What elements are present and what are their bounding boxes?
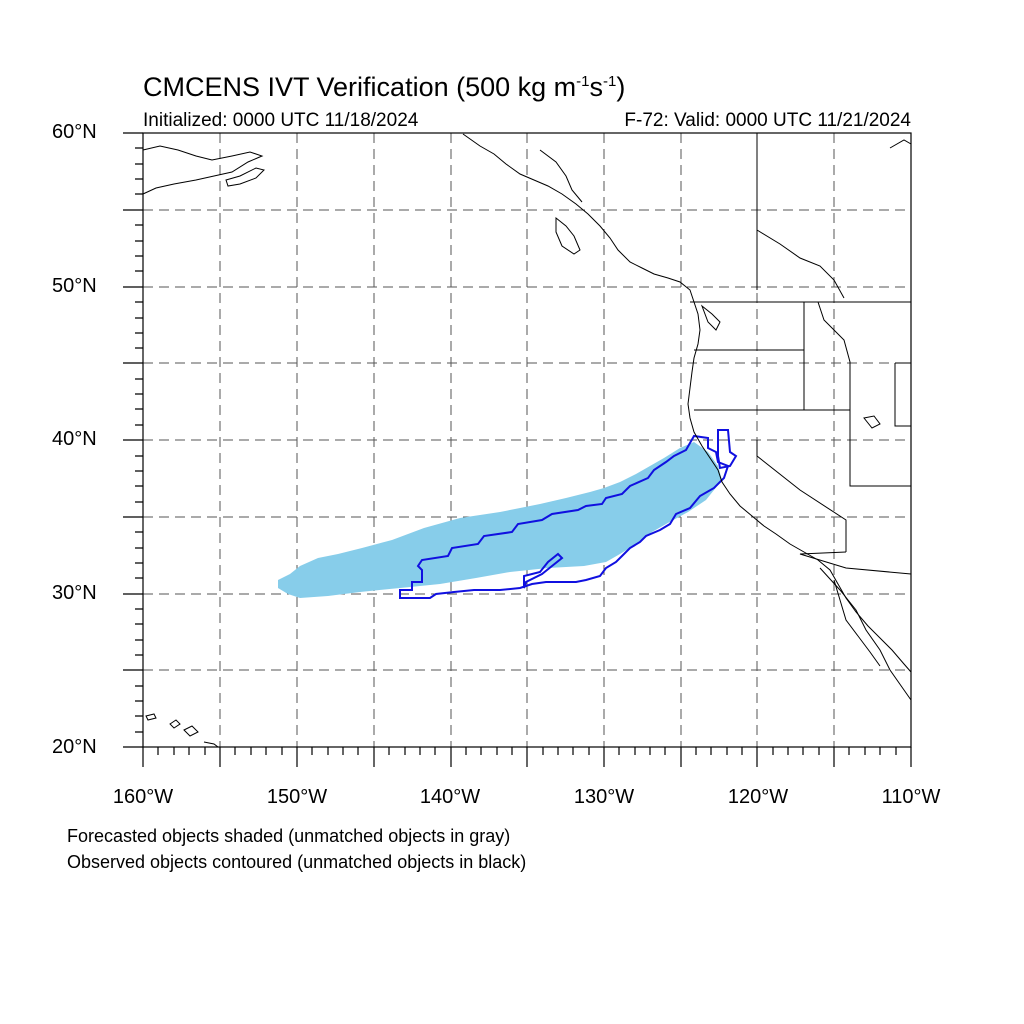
lat-label-50n: 50°N bbox=[52, 275, 97, 297]
lat-label-60n: 60°N bbox=[52, 121, 97, 143]
forecast-ivt-object bbox=[278, 442, 722, 598]
valid-time-label: F-72: Valid: 0000 UTC 11/21/2024 bbox=[624, 110, 911, 131]
lon-label-140w: 140°W bbox=[419, 786, 481, 808]
lat-label-20n: 20°N bbox=[52, 736, 97, 758]
lat-label-30n: 30°N bbox=[52, 582, 97, 604]
lat-label-40n: 40°N bbox=[52, 428, 97, 450]
coastlines-and-borders bbox=[142, 133, 912, 748]
observed-ivt-contours bbox=[399, 429, 738, 599]
observed-legend-note: Observed objects contoured (unmatched ob… bbox=[67, 852, 527, 872]
lon-label-120w: 120°W bbox=[727, 786, 789, 808]
lon-label-160w: 160°W bbox=[112, 786, 174, 808]
grid-lines bbox=[143, 133, 911, 747]
lon-label-150w: 150°W bbox=[266, 786, 328, 808]
initialized-label: Initialized: 0000 UTC 11/18/2024 bbox=[143, 110, 419, 131]
forecast-legend-note: Forecasted objects shaded (unmatched obj… bbox=[67, 826, 511, 846]
lon-label-130w: 130°W bbox=[573, 786, 635, 808]
lon-label-110w: 110°W bbox=[881, 786, 941, 808]
map-frame-and-ticks bbox=[123, 132, 912, 767]
map-title: CMCENS IVT Verification (500 kg m-1s-1) bbox=[143, 72, 626, 102]
